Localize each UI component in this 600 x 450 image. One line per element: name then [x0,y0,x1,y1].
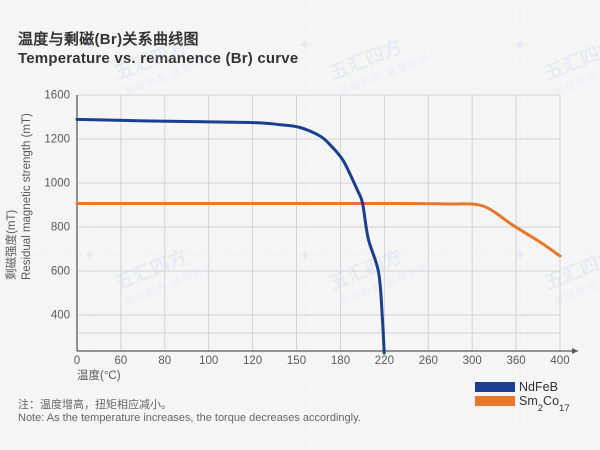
svg-text:80: 80 [158,355,171,367]
svg-text:1000: 1000 [44,178,70,190]
svg-text:360: 360 [507,355,526,367]
svg-text:1200: 1200 [44,134,70,146]
svg-text:Residual magnetic strength (mT: Residual magnetic strength (mT) [21,113,33,280]
svg-text:剩磁强度(mT): 剩磁强度(mT) [4,210,18,280]
svg-text:800: 800 [51,222,70,234]
svg-text:0: 0 [74,355,80,367]
svg-text:60: 60 [115,355,128,367]
svg-text:注：温度增高，扭矩相应减小。: 注：温度增高，扭矩相应减小。 [18,397,172,411]
svg-text:1600: 1600 [44,90,70,102]
svg-text:300: 300 [463,355,482,367]
svg-text:180: 180 [331,355,350,367]
svg-text:Note: As the temperature incre: Note: As the temperature increases, the … [18,412,361,424]
svg-text:260: 260 [419,355,438,367]
svg-text:220: 220 [375,355,394,367]
svg-text:150: 150 [287,355,306,367]
svg-text:400: 400 [550,355,569,367]
svg-text:NdFeB: NdFeB [519,380,558,394]
svg-text:600: 600 [51,266,70,278]
svg-text:120: 120 [243,355,262,367]
svg-text:Sm2Co17: Sm2Co17 [519,394,570,414]
svg-text:400: 400 [51,310,70,322]
svg-text:100: 100 [199,355,218,367]
svg-text:温度(°C): 温度(°C) [77,368,121,382]
